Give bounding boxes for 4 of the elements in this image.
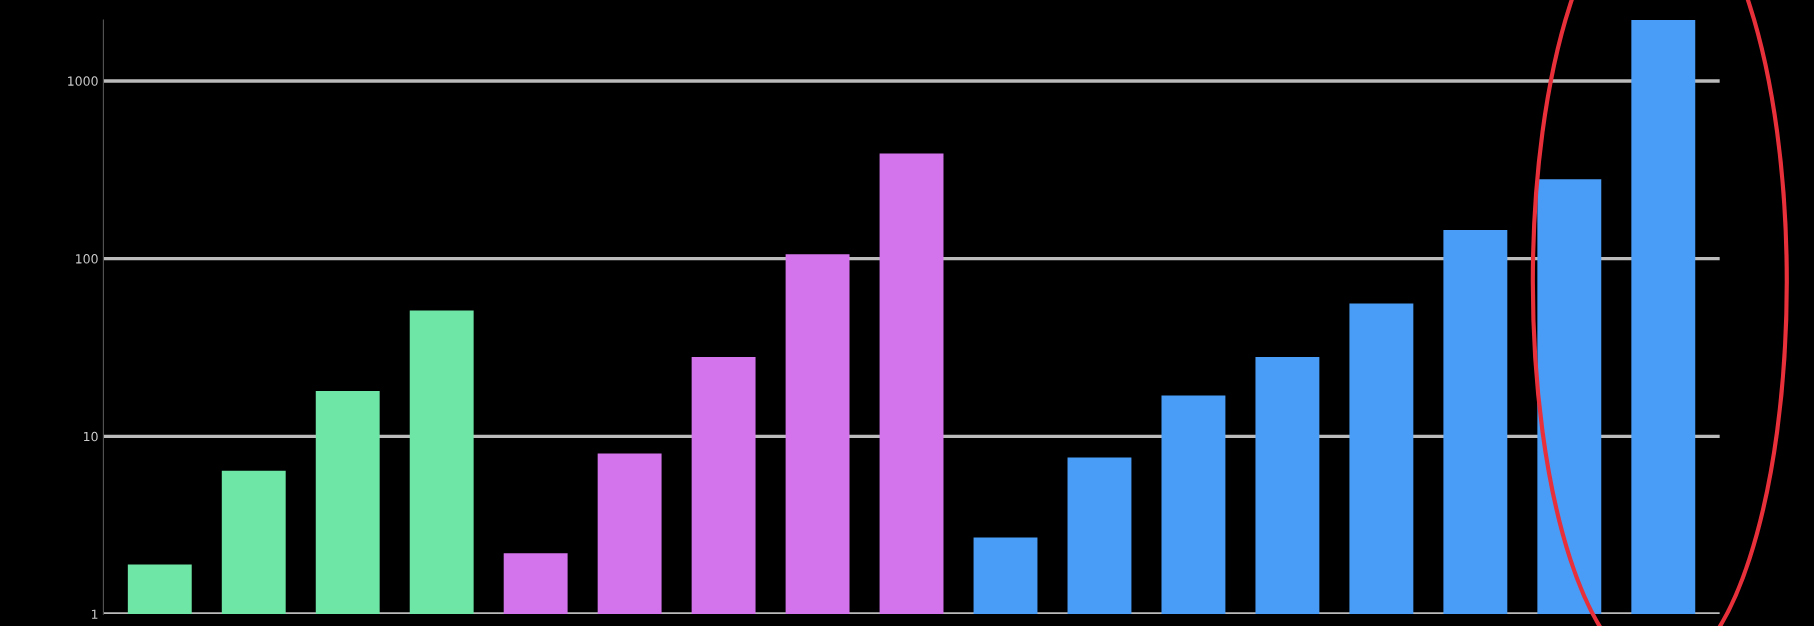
y-tick-label: 1000 <box>68 76 98 86</box>
y-tick-label: 10 <box>84 431 98 442</box>
y-tick-label: 100 <box>76 254 98 264</box>
y-tick-label: 1 <box>91 609 98 619</box>
